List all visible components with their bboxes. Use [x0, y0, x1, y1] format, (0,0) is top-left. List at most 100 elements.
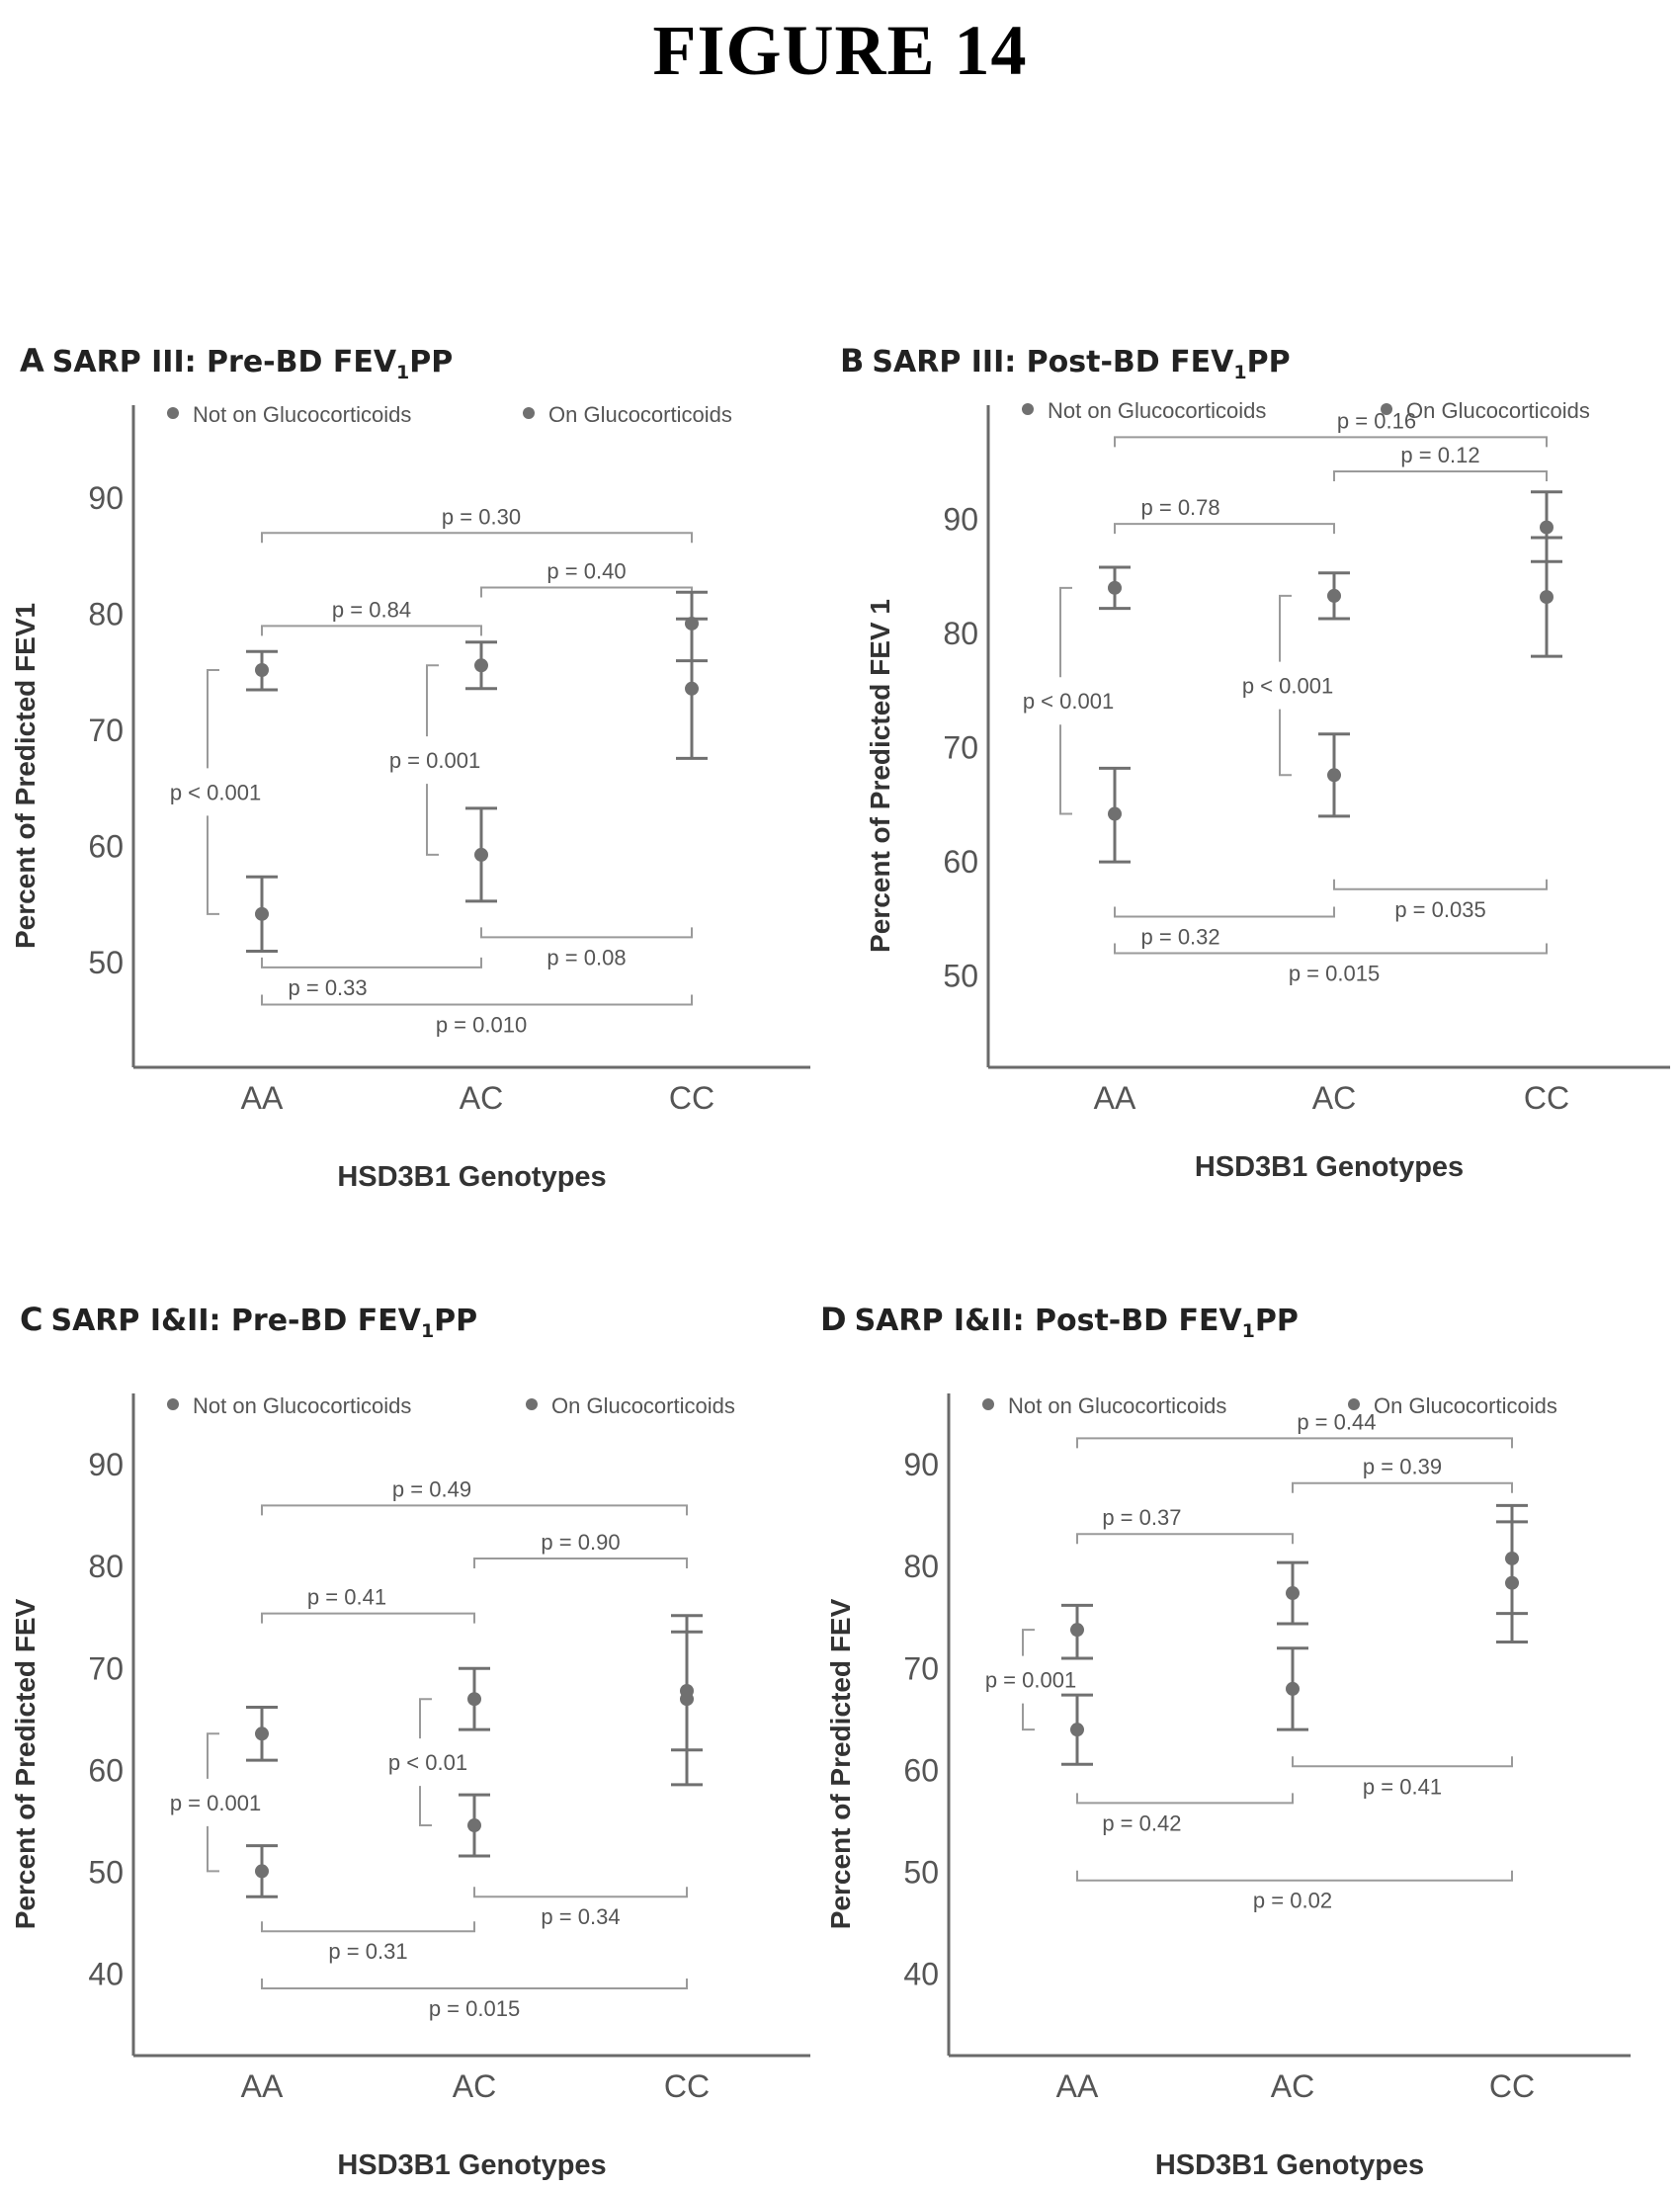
panel-c-vbracket-top-2: [419, 1698, 432, 1739]
panel-a-s2-point-ac: [474, 847, 488, 862]
panel-a-ytick-70: 70: [88, 713, 124, 748]
panel-d-bracket-1: [1076, 1437, 1513, 1449]
panel-b-s1-point-ac: [1327, 588, 1341, 603]
panel-b-bracket-2: [1333, 470, 1548, 481]
panel-c-xlabel: HSD3B1 Genotypes: [337, 2149, 606, 2181]
panel-a-legend-marker-1: [167, 407, 179, 419]
panel-b-pvalue-2: p = 0.12: [1400, 443, 1479, 467]
panel-d-chart: 40 50 60 70 80 90 AA AC CC HSD3B1 Genotypes Percen…: [825, 1393, 1631, 2181]
panel-b: B SARP III: Post-BD FEV1PP 50 60 70 80 90 AA AC…: [840, 336, 1680, 1206]
panel-d-ytick-80: 80: [903, 1549, 939, 1584]
panel-d-s2-point-cc: [1505, 1575, 1519, 1590]
panel-d-vbracket-bottom-1: [1022, 1703, 1035, 1731]
panel-a-s1-point-ac: [474, 658, 488, 673]
panel-b-vbracket-bottom-1: [1059, 724, 1072, 815]
panel-c-ytick-70: 70: [88, 1650, 124, 1686]
panel-b-vpvalue-2: p < 0.001: [1242, 674, 1333, 699]
panel-c-s2-point-cc: [680, 1692, 694, 1707]
panel-a-xlabel: HSD3B1 Genotypes: [337, 1161, 606, 1193]
panel-b-title: B SARP III: Post-BD FEV1PP: [840, 342, 1291, 383]
panel-d-ytick-70: 70: [903, 1650, 939, 1686]
panel-d-pvalue-2: p = 0.39: [1363, 1455, 1442, 1479]
panel-d-bracket-2: [1292, 1481, 1513, 1493]
panel-a-letter: A: [20, 342, 44, 379]
panel-d-xtick-ac: AC: [1271, 2068, 1314, 2104]
panel-b-pvalue-4: p = 0.035: [1394, 897, 1485, 922]
panel-d-bracket-3: [1076, 1533, 1294, 1545]
panel-b-legend-marker-2: [1381, 403, 1392, 415]
panel-a-title-sub: 1: [396, 362, 410, 383]
panel-b-pvalue-6: p = 0.015: [1289, 961, 1380, 985]
panel-a-ytick-60: 60: [88, 829, 124, 865]
panel-d-ytick-90: 90: [903, 1447, 939, 1482]
panel-a-s2-point-aa: [255, 906, 269, 921]
panel-a-title-suffix: PP: [409, 345, 454, 379]
panel-c-legend-marker-2: [526, 1398, 538, 1410]
panel-b-ytick-70: 70: [943, 730, 978, 766]
panel-d-legend-label-2: On Glucocorticoids: [1374, 1393, 1557, 1418]
panel-b-xtick-aa: AA: [1094, 1080, 1136, 1116]
panel-a-xtick-cc: CC: [669, 1080, 714, 1116]
panel-b-s2-point-ac: [1327, 768, 1341, 783]
panel-a-vpvalue-2: p = 0.001: [389, 748, 480, 773]
panel-b-bracket-4: [1333, 879, 1548, 890]
panel-a-chart: 50 60 70 80 90 AA AC CC HSD3B1 Genotypes Percent …: [10, 402, 810, 1193]
panel-d-bracket-6: [1076, 1870, 1513, 1882]
panel-c-ytick-40: 40: [88, 1957, 124, 1992]
panel-b-bracket-5: [1114, 906, 1335, 918]
panel-c-bracket-1: [261, 1504, 688, 1516]
panel-d-bracket-5: [1076, 1793, 1294, 1805]
panel-b-legend-marker-1: [1022, 403, 1034, 415]
panel-b-ytick-50: 50: [943, 959, 978, 994]
panel-d-title-suffix: PP: [1254, 1304, 1299, 1338]
panel-d-pvalue-6: p = 0.02: [1253, 1889, 1332, 1913]
panel-d-s2-point-ac: [1286, 1681, 1300, 1696]
panel-c-vpvalue-2: p < 0.01: [388, 1750, 467, 1775]
panel-a-title: A SARP III: Pre-BD FEV1PP: [20, 342, 453, 383]
panel-d-s1-point-aa: [1070, 1623, 1084, 1638]
panel-b-xlabel: HSD3B1 Genotypes: [1195, 1151, 1464, 1183]
panel-c-ylabel: Percent of Predicted FEV: [10, 1598, 41, 1929]
panel-c-ytick-90: 90: [88, 1447, 124, 1482]
panel-b-s2-point-cc: [1540, 590, 1554, 605]
panel-b-legend-label-1: Not on Glucocorticoids: [1048, 398, 1266, 423]
panel-c-pvalue-2: p = 0.90: [541, 1530, 620, 1555]
panel-a-legend-label-1: Not on Glucocorticoids: [193, 402, 411, 427]
panel-a-bracket-1: [261, 532, 693, 544]
panel-d-xtick-cc: CC: [1489, 2068, 1535, 2104]
panel-b-vbracket-top-2: [1279, 594, 1292, 662]
panel-c-vpvalue-1: p = 0.001: [170, 1791, 261, 1815]
panel-a: A SARP III: Pre-BD FEV1PP 50 60 70 80 90 AA AC C…: [0, 336, 840, 1206]
panel-a-pvalue-4: p = 0.08: [546, 945, 626, 969]
panel-c-pvalue-3: p = 0.41: [307, 1585, 386, 1610]
panel-b-chart: 50 60 70 80 90 AA AC CC HSD3B1 Genotypes Percent …: [865, 398, 1670, 1183]
panel-b-ytick-80: 80: [943, 616, 978, 651]
panel-a-bracket-6: [261, 994, 693, 1006]
panel-d-title: D SARP I&II: Post-BD FEV1PP: [820, 1301, 1299, 1342]
panel-c-s1-point-ac: [467, 1692, 481, 1707]
panel-d-bracket-4: [1292, 1756, 1513, 1768]
panel-a-bracket-5: [261, 957, 482, 969]
panel-a-xtick-aa: AA: [241, 1080, 284, 1116]
panel-c-legend-marker-1: [167, 1398, 179, 1410]
panel-a-pvalue-5: p = 0.33: [289, 975, 368, 1000]
panel-d-s1-point-ac: [1286, 1586, 1300, 1601]
panel-c-legend-label-2: On Glucocorticoids: [551, 1393, 735, 1418]
panel-d-legend-label-1: Not on Glucocorticoids: [1008, 1393, 1226, 1418]
panel-c-chart: 40 50 60 70 80 90 AA AC CC HSD3B1 Genotypes Percen…: [10, 1393, 810, 2181]
panel-c-pvalue-1: p = 0.49: [392, 1476, 471, 1501]
panel-c-vbracket-top-1: [207, 1732, 219, 1779]
panel-b-s2-point-aa: [1108, 806, 1122, 821]
panel-b-vbracket-top-1: [1059, 586, 1072, 678]
panel-c-ytick-60: 60: [88, 1752, 124, 1788]
panel-b-bracket-3: [1114, 523, 1335, 535]
panel-c-legend-label-1: Not on Glucocorticoids: [193, 1393, 411, 1418]
panel-c-xtick-ac: AC: [453, 2068, 496, 2104]
panel-c-letter: C: [20, 1301, 43, 1338]
panel-a-ylabel: Percent of Predicted FEV1: [10, 603, 41, 949]
panel-c-bracket-4: [473, 1887, 688, 1898]
panel-c-bracket-5: [261, 1921, 475, 1933]
panel-d-ytick-50: 50: [903, 1854, 939, 1890]
panel-a-legend-label-2: On Glucocorticoids: [548, 402, 732, 427]
panel-a-s2-point-cc: [685, 681, 699, 696]
